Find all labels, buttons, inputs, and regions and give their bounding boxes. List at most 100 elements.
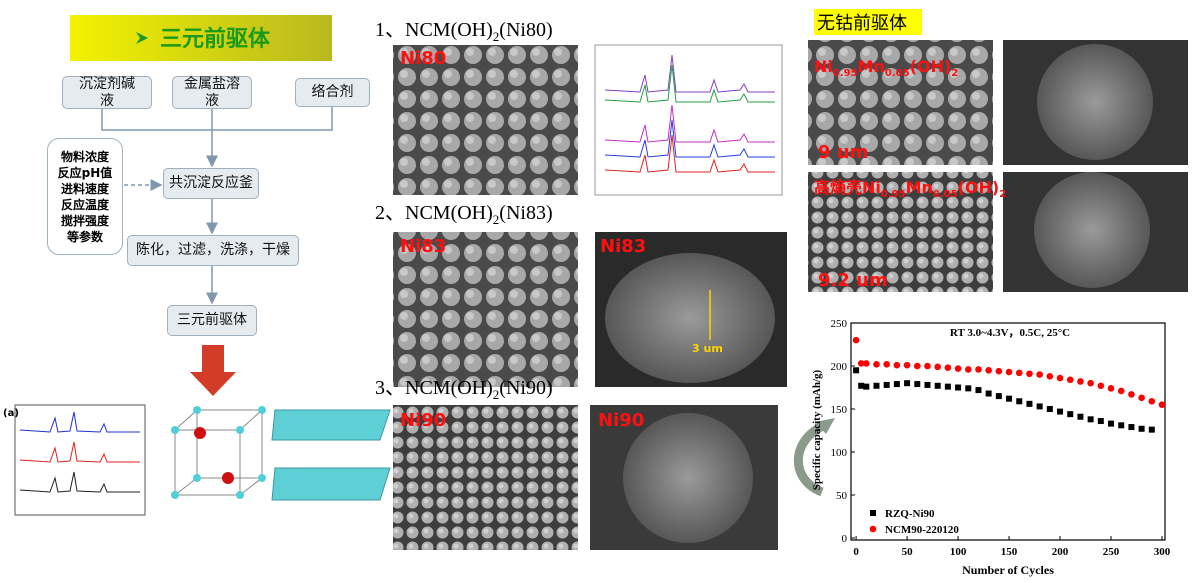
data-point (1117, 387, 1125, 395)
data-point (995, 367, 1003, 375)
data-point (857, 360, 865, 367)
image-label: Ni83 (600, 236, 646, 257)
sem-image (393, 232, 578, 387)
data-point (944, 383, 951, 390)
data-point (1026, 400, 1033, 407)
particle (623, 413, 753, 543)
x-tick-label: 0 (853, 546, 859, 558)
x-tick-label: 150 (1001, 546, 1018, 558)
param-list: 物料浓度 反应pH值 进料速度 反应温度 搅拌强度 等参数 (47, 138, 123, 255)
data-point (1097, 418, 1104, 425)
sem-image (393, 45, 578, 195)
param: 反应温度 (60, 198, 109, 212)
particle (1037, 44, 1153, 160)
inset-label: (a) (3, 408, 19, 419)
section-heading: 2、NCM(OH)2(Ni83) (375, 202, 553, 227)
x-tick-label: 100 (950, 546, 967, 558)
label-sub: 2 (951, 68, 958, 79)
data-point (1118, 422, 1125, 429)
y-axis-label: Specific capacity (mAh/g) (811, 369, 823, 490)
flow-node: 陈化，过滤，洗涤，干燥 (127, 235, 299, 266)
title-highlight (814, 9, 922, 35)
data-point (1066, 376, 1074, 384)
data-point (975, 366, 982, 373)
sem-image (393, 405, 578, 550)
data-point (904, 380, 911, 387)
heading-sub: 2 (493, 387, 500, 402)
data-point (1077, 378, 1084, 385)
data-point (924, 381, 931, 388)
flow-node: 三元前驱体 (167, 305, 257, 336)
data-point (1067, 411, 1074, 418)
heading-part: (Ni83) (499, 202, 552, 224)
label-part: (OH) (910, 57, 952, 76)
data-point (1026, 370, 1033, 378)
section-heading: 1、NCM(OH)2(Ni80) (375, 19, 553, 44)
image-labels: Ni80 Ni83 Ni83 Ni90 Ni90 (400, 48, 646, 431)
data-point (863, 383, 870, 390)
flow-title: 三元前驱体 (160, 26, 271, 52)
down-arrow (190, 345, 236, 396)
heading-part: 3、NCM(OH) (375, 377, 493, 399)
flow-node: 沉淀剂碱液 (62, 76, 152, 109)
data-point (1036, 371, 1043, 378)
heading-part: 1、NCM(OH) (375, 19, 493, 41)
curved-arrow (793, 420, 828, 497)
x-tick-label: 250 (1103, 546, 1120, 558)
data-point (954, 365, 962, 372)
data-point (944, 364, 952, 372)
data-point (893, 361, 901, 369)
data-point (934, 363, 941, 371)
scale-label: 3 um (692, 342, 723, 355)
data-point (1107, 385, 1115, 392)
data-point (1046, 406, 1053, 412)
legend-marker (870, 510, 876, 516)
sem-image (808, 172, 993, 292)
y-tick-label: 200 (831, 361, 848, 373)
flow-node: 金属盐溶液 (172, 76, 252, 109)
label-sub: 0.05 (885, 68, 910, 79)
label-part: Mn (858, 57, 885, 76)
legend-marker (869, 525, 877, 533)
sem-image (808, 40, 993, 165)
data-point (852, 336, 860, 344)
section-heading: 3、NCM(OH)2(Ni90) (375, 377, 553, 402)
param: 反应pH值 (57, 166, 113, 180)
xrd-image (594, 44, 783, 196)
param: 搅拌强度 (60, 214, 109, 228)
chart-annotation: RT 3.0~4.3V，0.5C, 25°C (950, 327, 1070, 339)
data-point (883, 360, 890, 368)
data-point (873, 360, 880, 368)
xrd-trace (19, 441, 140, 463)
xrd-inset (14, 404, 146, 516)
scale-label: 9 um (818, 142, 868, 163)
data-point (853, 367, 860, 374)
y-tick-label: 50 (836, 490, 848, 502)
data-point (1148, 426, 1155, 433)
image-label: 高熵壳Ni0.95Mn0.05(OH)2 (814, 178, 1006, 200)
flow-lines (101, 106, 333, 305)
data-point (1128, 424, 1135, 431)
data-point (893, 381, 900, 388)
particle (605, 253, 775, 383)
image-label: Ni83 (400, 236, 446, 257)
data-point (1016, 398, 1023, 405)
label-sub: 2 (999, 189, 1006, 200)
data-point (955, 384, 962, 391)
label-part: (OH) (958, 178, 1000, 197)
particle (1034, 172, 1150, 288)
data-point (1056, 374, 1064, 382)
x-tick-label: 200 (1052, 546, 1069, 558)
y-tick-label: 250 (831, 318, 848, 330)
label-part: Ni (814, 57, 833, 76)
image-label: Ni0.95Mn0.05(OH)2 (814, 57, 958, 79)
data-point (1087, 416, 1094, 423)
xrd-trace (19, 411, 140, 433)
data-point (1138, 425, 1145, 432)
x-tick-label: 50 (902, 546, 914, 558)
image-label: Ni80 (400, 48, 446, 69)
heading-sub: 2 (493, 29, 500, 44)
